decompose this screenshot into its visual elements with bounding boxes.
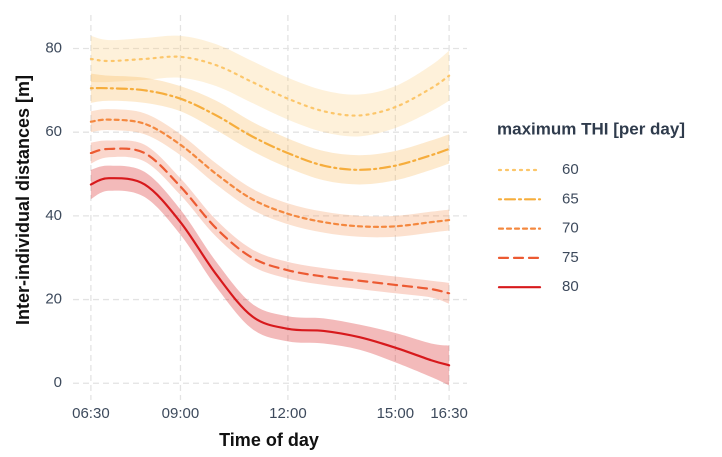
legend-label: 75 xyxy=(562,249,579,266)
series-line xyxy=(89,118,451,228)
confidence-band xyxy=(90,140,450,304)
legend-label: 80 xyxy=(562,278,579,295)
confidence-band xyxy=(90,35,450,137)
y-axis-title: Inter-individual distances [m] xyxy=(13,75,33,325)
y-tick-label: 40 xyxy=(45,207,62,224)
legend-label: 70 xyxy=(562,220,579,237)
x-tick-label: 06:30 xyxy=(72,405,110,422)
x-tick-label: 15:00 xyxy=(377,405,415,422)
y-tick-label: 20 xyxy=(45,291,62,308)
legend-label: 60 xyxy=(562,161,579,178)
y-tick-label: 80 xyxy=(45,39,62,56)
x-tick-label: 12:00 xyxy=(269,405,307,422)
confidence-band xyxy=(90,73,450,185)
series-line xyxy=(89,177,451,367)
y-tick-label: 60 xyxy=(45,123,62,140)
series-line xyxy=(89,55,451,117)
y-tick-label: 0 xyxy=(54,374,62,391)
x-tick-label: 09:00 xyxy=(162,405,200,422)
confidence-band xyxy=(90,109,450,238)
x-tick-label: 16:30 xyxy=(430,405,468,422)
legend-label: 65 xyxy=(562,190,579,207)
x-axis-title: Time of day xyxy=(219,430,319,450)
grid xyxy=(73,15,467,400)
legend-title: maximum THI [per day] xyxy=(497,119,685,138)
series-line xyxy=(89,86,451,171)
series-line xyxy=(89,147,451,295)
lines xyxy=(89,55,451,367)
